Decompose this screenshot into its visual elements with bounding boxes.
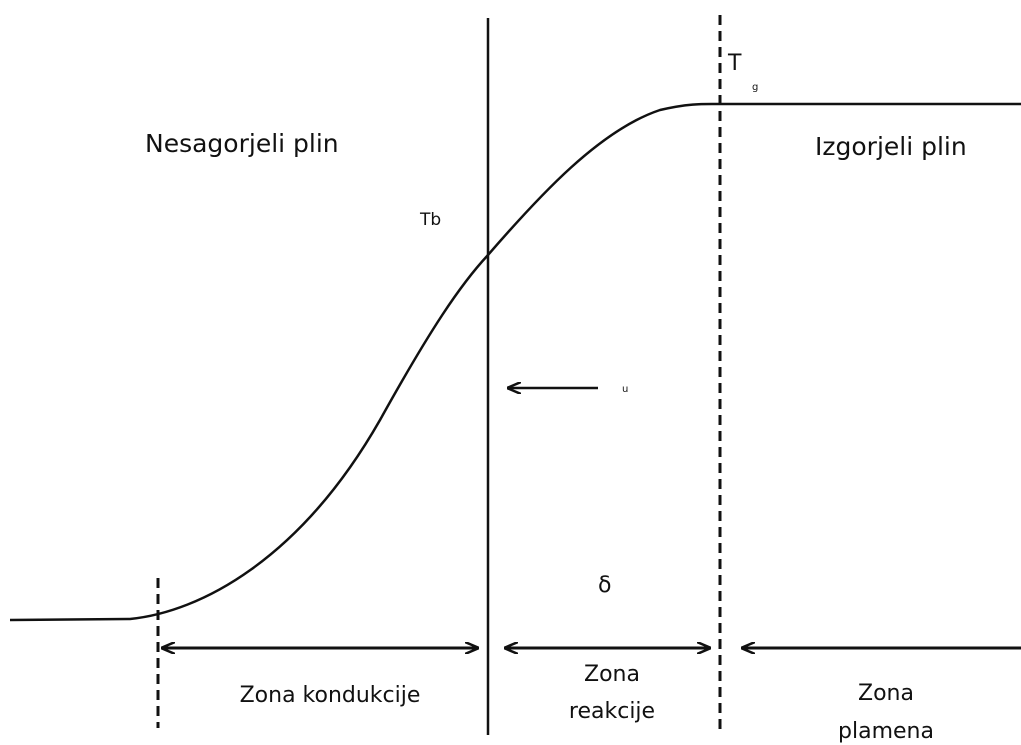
temperature-label: T	[727, 51, 742, 76]
zone-label: plamena	[838, 719, 934, 744]
temperature-subscript: g	[752, 82, 758, 93]
region-label: Nesagorjeli plin	[145, 129, 339, 158]
thickness-label: δ	[598, 573, 611, 598]
zone-label: Zona	[584, 662, 640, 687]
temperature-label: Tb	[419, 210, 441, 230]
region-label: Izgorjeli plin	[815, 132, 967, 161]
zone-label: Zona kondukcije	[240, 683, 421, 708]
temperature-curve	[9, 102, 1021, 622]
zone-label: reakcije	[569, 699, 655, 724]
velocity-label: u	[622, 384, 628, 395]
zone-label: Zona	[858, 681, 914, 706]
